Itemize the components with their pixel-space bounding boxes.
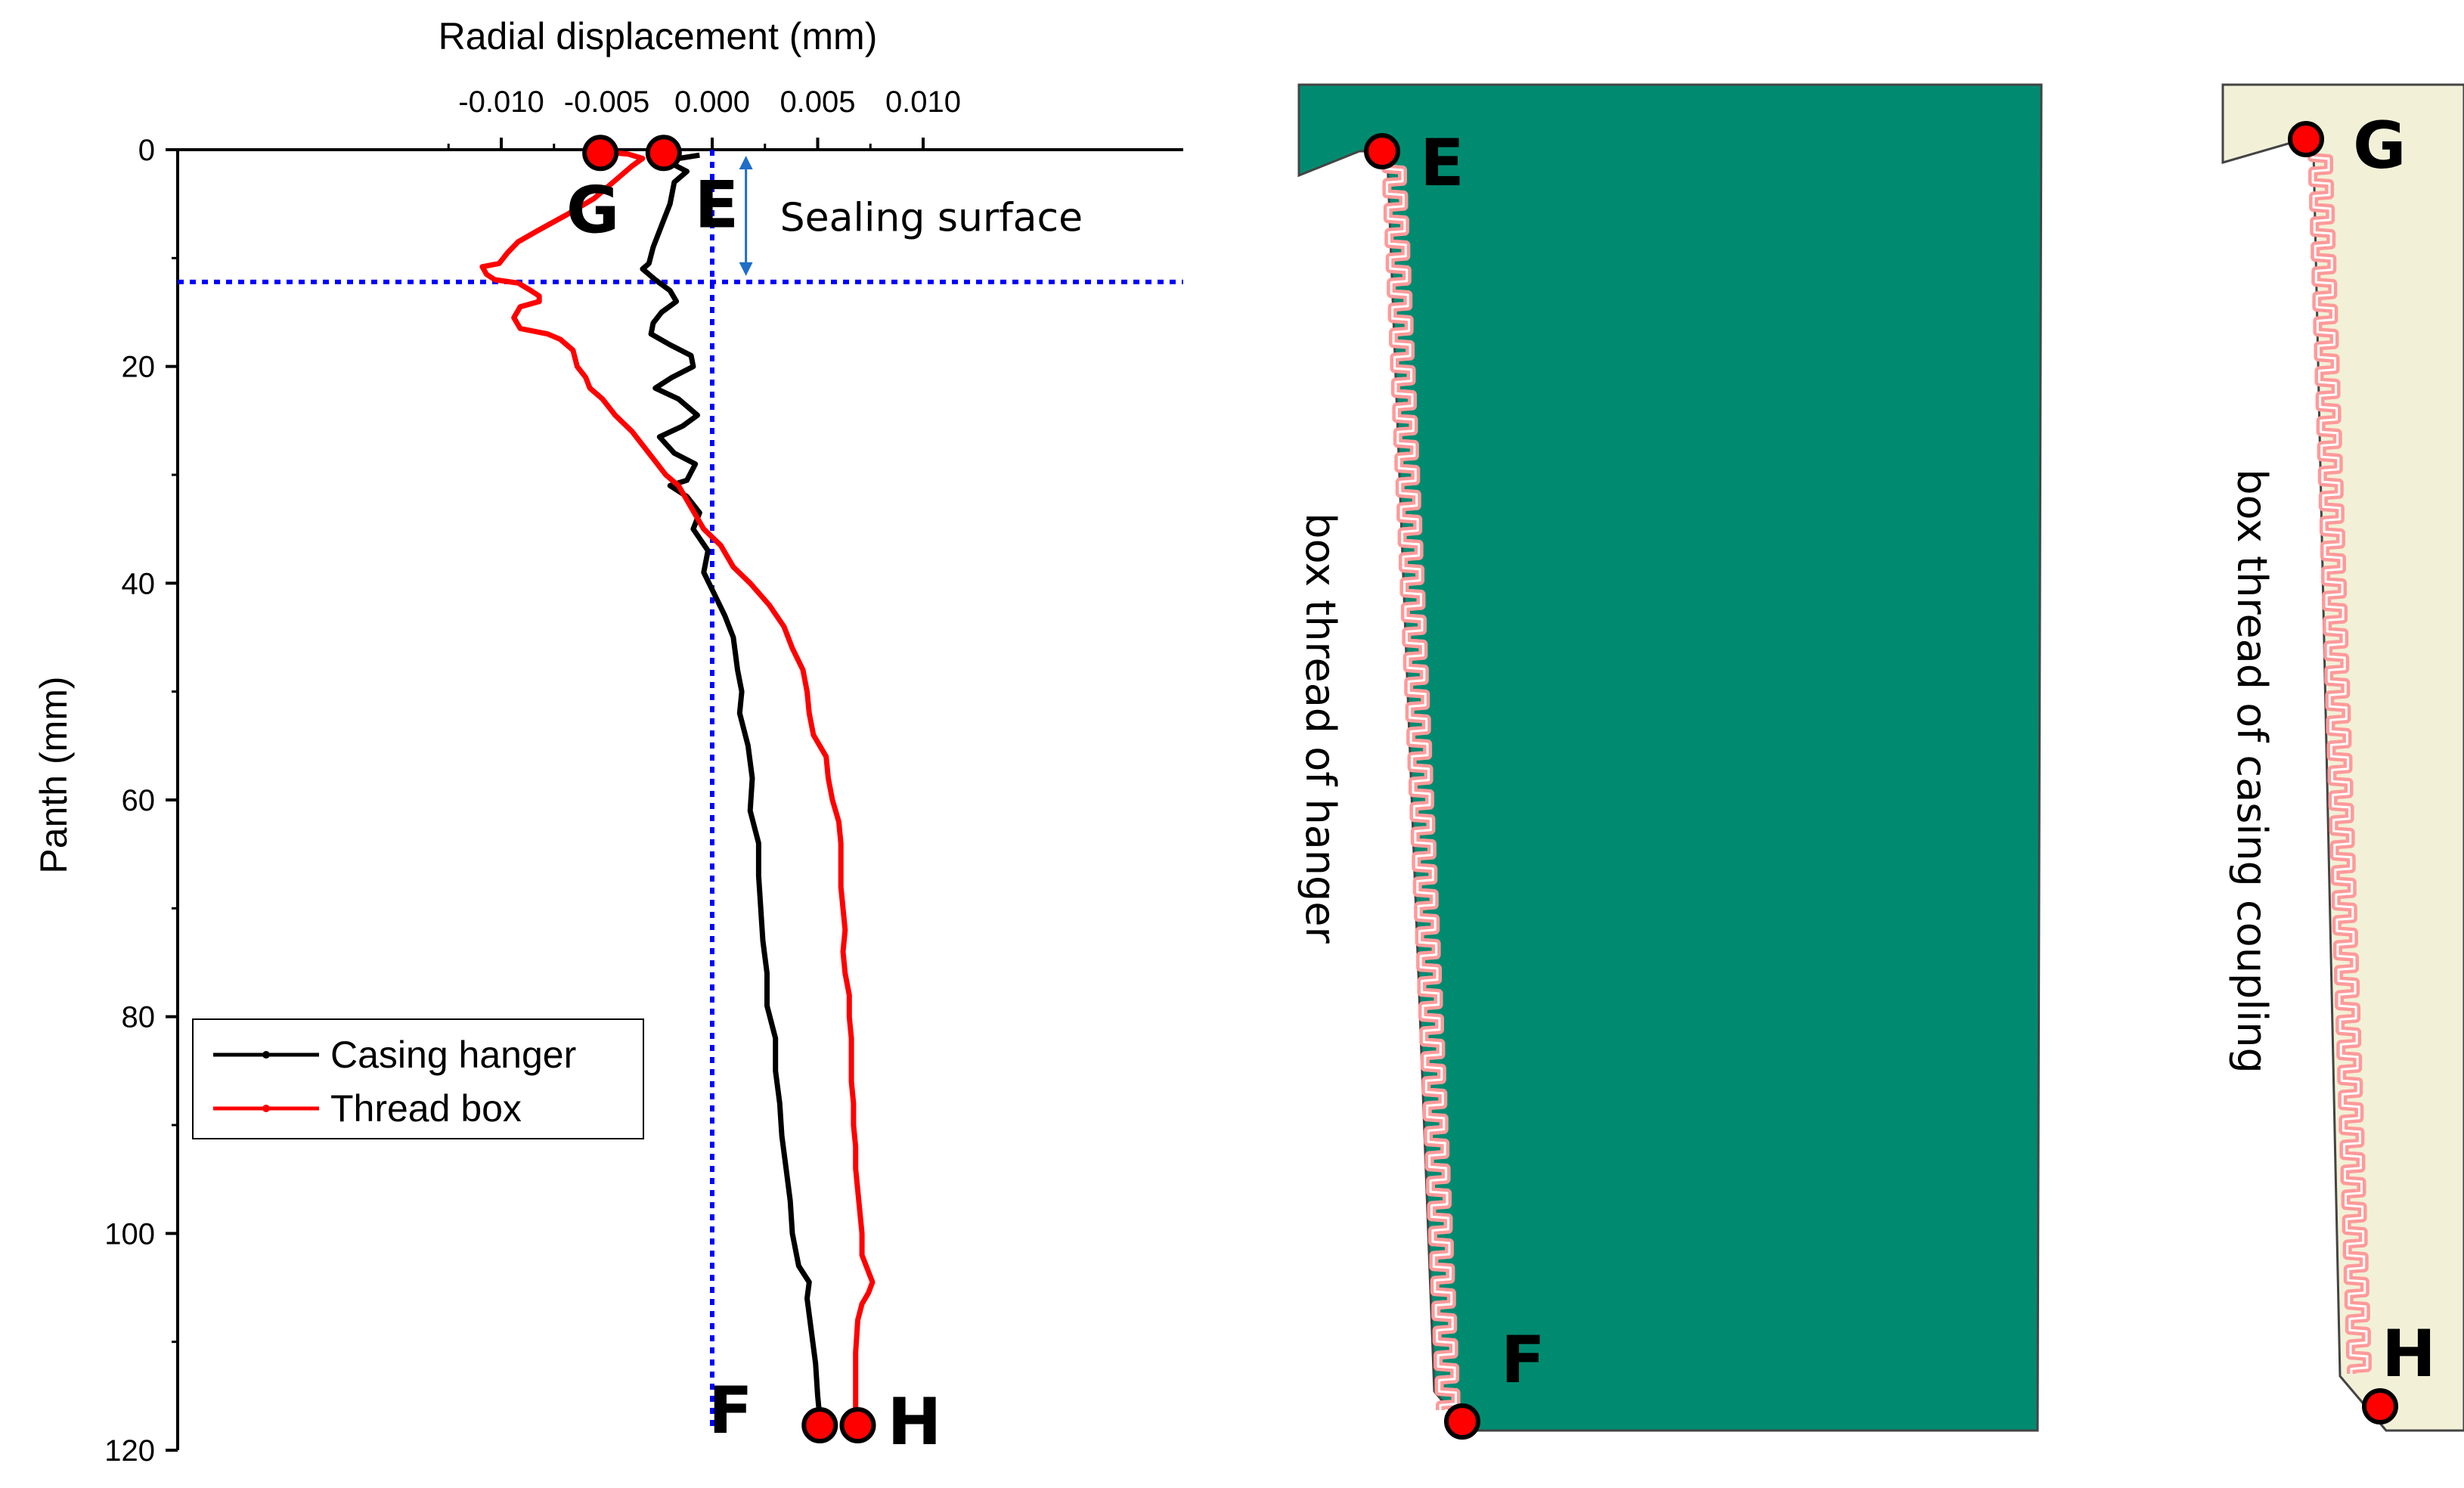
coupling-thread-caption: box thread of casing coupling bbox=[2228, 469, 2276, 1073]
legend-box bbox=[192, 1018, 644, 1139]
sealing-surface-annotation: Sealing surface bbox=[739, 156, 1083, 276]
legend: Casing hanger Thread box bbox=[192, 1018, 644, 1139]
chart-marker-label-f: F bbox=[708, 1373, 753, 1449]
legend-label-casing-hanger: Casing hanger bbox=[330, 1034, 576, 1076]
coupling-label-g: G bbox=[2353, 108, 2407, 184]
y-tick-label: 20 bbox=[122, 351, 156, 384]
hanger-thread-path-inner bbox=[1384, 163, 1458, 1410]
chart-markers: G E F H bbox=[566, 135, 942, 1460]
reference-lines bbox=[178, 150, 1183, 1428]
y-tick-label: 60 bbox=[122, 784, 156, 817]
coupling-diagram: G H box thread of casing coupling bbox=[2221, 83, 2464, 1432]
chart-marker-g bbox=[582, 135, 619, 172]
sealing-surface-arrowhead-bottom bbox=[739, 262, 753, 276]
chart-marker-h bbox=[839, 1407, 876, 1444]
x-tick-label: -0.010 bbox=[458, 85, 544, 119]
x-ticks: -0.010 -0.005 0.000 0.005 0.010 bbox=[447, 85, 961, 150]
series-line-thread-box bbox=[479, 147, 876, 1418]
x-tick-label: -0.005 bbox=[564, 85, 649, 119]
y-tick-label: 0 bbox=[138, 134, 155, 167]
legend-marker-thread-box bbox=[262, 1105, 270, 1112]
coupling-thread-path-inner bbox=[2311, 151, 2369, 1374]
legend-marker-casing-hanger bbox=[262, 1051, 270, 1059]
chart-marker-e bbox=[645, 135, 682, 172]
chart-marker-f bbox=[801, 1407, 838, 1444]
hanger-label-f: F bbox=[1501, 1322, 1545, 1398]
hanger-thread-caption: box thread of hanger bbox=[1297, 513, 1344, 944]
displacement-chart: Radial displacement (mm) Panth (mm) -0.0… bbox=[33, 15, 1183, 1468]
hanger-marker-e bbox=[1364, 133, 1400, 169]
y-tick-label: 100 bbox=[104, 1217, 155, 1251]
hanger-label-e: E bbox=[1420, 126, 1464, 201]
y-ticks: 0 20 40 60 80 100 120 bbox=[104, 134, 178, 1468]
coupling-marker-h bbox=[2362, 1388, 2398, 1424]
coupling-marker-g bbox=[2288, 121, 2324, 157]
x-tick-label: 0.000 bbox=[674, 85, 750, 119]
legend-label-thread-box: Thread box bbox=[330, 1087, 522, 1130]
series-line-casing-hanger bbox=[640, 152, 823, 1418]
y-tick-label: 40 bbox=[122, 567, 156, 600]
hanger-diagram: E F box thread of hanger bbox=[1297, 83, 2043, 1440]
y-tick-label: 80 bbox=[122, 1001, 156, 1034]
y-tick-label: 120 bbox=[104, 1434, 155, 1468]
chart-marker-label-g: G bbox=[566, 172, 620, 248]
sealing-surface-arrowhead-top bbox=[739, 156, 753, 169]
x-tick-label: 0.010 bbox=[885, 85, 961, 119]
coupling-label-h: H bbox=[2382, 1316, 2436, 1392]
hanger-marker-f bbox=[1444, 1403, 1480, 1440]
sealing-surface-label: Sealing surface bbox=[780, 195, 1083, 240]
chart-marker-label-h: H bbox=[888, 1384, 942, 1460]
chart-marker-label-e: E bbox=[694, 167, 739, 243]
x-axis-title: Radial displacement (mm) bbox=[439, 15, 878, 57]
series-lines bbox=[479, 147, 876, 1418]
hanger-body bbox=[1297, 83, 2043, 1432]
x-tick-label: 0.005 bbox=[779, 85, 855, 119]
y-axis-title: Panth (mm) bbox=[33, 676, 75, 873]
